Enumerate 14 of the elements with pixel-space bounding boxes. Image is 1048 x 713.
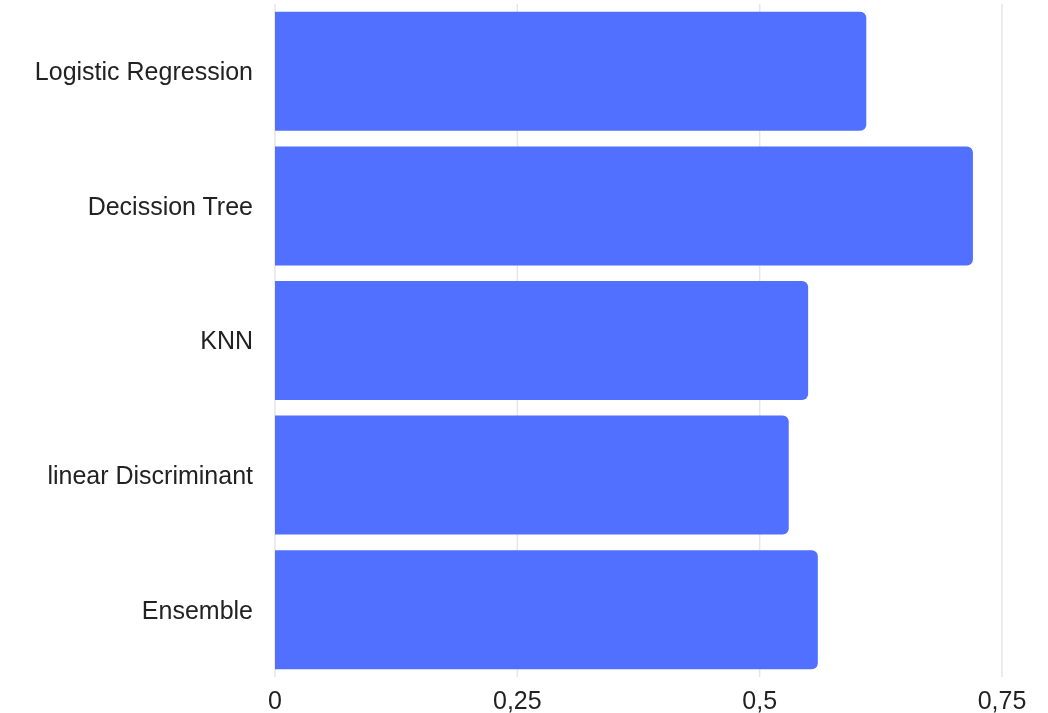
y-tick-label: Logistic Regression — [34, 57, 253, 86]
y-tick-label: Ensemble — [141, 595, 253, 624]
x-tick-label: 0,25 — [493, 685, 542, 713]
y-tick-label: linear Discriminant — [47, 460, 254, 489]
bar — [275, 415, 789, 535]
bar — [275, 550, 818, 670]
x-tick-label: 0,75 — [977, 685, 1027, 713]
y-tick-label: KNN — [200, 326, 253, 355]
x-tick-label: 0 — [268, 685, 282, 713]
bar — [275, 281, 809, 401]
bar — [275, 11, 867, 131]
y-tick-label: Decission Tree — [87, 191, 253, 220]
bar — [275, 146, 973, 266]
x-tick-label: 0,5 — [742, 685, 778, 713]
